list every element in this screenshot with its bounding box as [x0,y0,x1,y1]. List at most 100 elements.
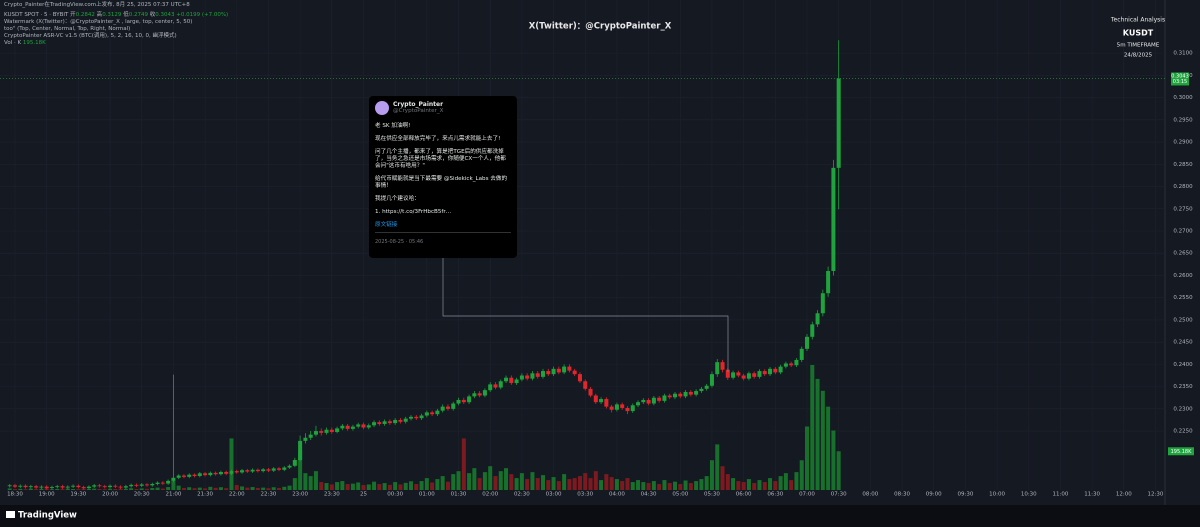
volume-bar [150,488,155,490]
candle-body [741,375,746,379]
info: Technical Analysis [1110,17,1165,24]
volume-bar [350,483,355,490]
candle-body [408,416,414,419]
volume-bar [234,485,239,490]
volume-bar [340,481,345,490]
candle-body [181,475,186,477]
volume-bar [76,489,81,490]
ohlc-label: 高 [96,12,103,18]
candle-body [414,416,419,419]
candle-body [461,399,466,403]
candle-body [12,485,18,487]
x-tick-label: 11:00 [1053,492,1069,498]
legend-main: KUSDT SPOT · 5 · BYBIT 开0.2842 高0.3129 低… [4,12,228,19]
volume-bar [804,426,810,490]
volume-bar [408,481,414,490]
volume-bar [224,488,229,490]
candle-body [504,377,509,382]
volume-bar [583,473,588,490]
candle-body [525,375,530,379]
candle-body [129,484,134,487]
candle-body [768,368,773,375]
volume-bar [762,482,767,490]
volume-bar [160,488,165,490]
x-tick-label: 12:30 [1148,492,1164,498]
tweet-link[interactable]: 原文链接 [375,222,511,233]
candle-body [240,470,245,473]
volume-bar [250,487,255,490]
volume-bar [715,444,720,490]
candle-body [287,465,292,468]
volume-bar [461,438,466,490]
candle-body [350,426,355,429]
candle-body [630,405,635,412]
candle-body [778,366,783,373]
x-tick-label: 04:30 [641,492,657,498]
volume-bar [646,483,651,490]
candle-body [731,372,736,378]
volume-legend: Vol · K 195.18K [4,40,46,47]
candle-body [657,397,662,401]
volume-bar [725,474,730,490]
candle-body [551,368,556,375]
volume-bar [203,488,208,490]
x-tick-label: 06:30 [767,492,783,498]
volume-bar [92,488,97,490]
tweet-line: 老 SK 加油啊! [375,123,411,129]
candle-body [108,485,113,488]
volume-bar [546,480,551,490]
candle-body [7,485,12,487]
volume-bar [393,482,398,490]
candle-body [720,362,725,370]
candle-body [55,486,60,488]
candle-body [625,407,630,412]
volume-bar [609,477,614,490]
candle-body [187,474,192,477]
candle-body [303,437,308,441]
volume-bar [540,475,546,490]
volume-bar [23,489,28,490]
volume-bar [451,474,456,490]
volume-bar [588,478,593,490]
candle-body [614,404,619,410]
candle-body [725,369,730,378]
candle-body [456,399,461,404]
volume-bar [641,482,646,490]
volume-bar [313,471,318,490]
volume-bar [620,481,625,490]
candle-body [477,393,482,396]
volume-bar [208,486,213,490]
candle-body [419,415,424,419]
volume-bar [556,481,561,490]
candle-body [736,372,741,376]
volume-bar [298,450,303,490]
x-tick-label: 20:30 [134,492,150,498]
volume-bar [794,472,799,490]
candle-body [820,293,825,314]
volume-bar [810,365,815,490]
candle-body [651,397,656,404]
tweet-line: 1. https://t.co/3FrHbcB5fr… [375,209,452,215]
volume-bar [102,489,107,490]
volume-bar [509,474,514,490]
volume-bar [113,489,118,490]
candle-body [92,485,97,487]
y-tick-label: 0.2650 [1173,251,1193,257]
x-tick-label: 19:30 [70,492,86,498]
volume-bar [18,488,23,490]
x-tick-label: 02:00 [482,492,498,498]
tweet-card: Crypto_Painter @CryptoPainter_X 老 SK 加油啊!… [369,96,517,258]
tweet-line: 问了几个主播，都来了，算是把TGE后的供应都洗掉了，当务之急还是市场需求，你随便… [375,149,506,169]
volume-bar [155,487,160,490]
candle-body [176,475,181,478]
candle-body [641,399,646,403]
y-tick-label: 0.3000 [1173,95,1193,101]
candle-body [335,428,340,432]
candle-body [699,388,704,392]
y-tick-label: 0.2350 [1173,384,1193,390]
volume-bar [282,486,287,490]
volume-bar [213,487,218,490]
candle-body [218,471,223,475]
y-tick-label: 0.3100 [1173,51,1193,57]
volume-bar [625,478,630,490]
